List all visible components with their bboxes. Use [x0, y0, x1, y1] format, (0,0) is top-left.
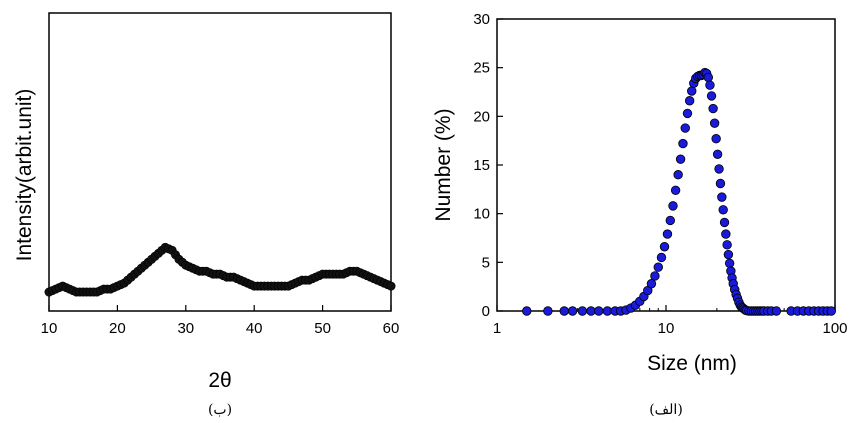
size-x-tick-label: 100 — [822, 320, 847, 337]
size-data-point — [559, 306, 569, 316]
size-y-tick-label: 25 — [473, 60, 490, 77]
size-data-point — [715, 178, 726, 189]
xrd-data-points — [44, 242, 396, 297]
xrd-x-tick-label: 60 — [383, 320, 400, 337]
size-data-point — [673, 170, 683, 180]
size-data-point — [675, 154, 686, 164]
size-data-point — [684, 96, 695, 106]
panel-a-caption: (الف) — [649, 402, 683, 418]
size-data-points — [522, 67, 836, 316]
size-data-point — [522, 306, 532, 316]
size-data-point — [567, 306, 578, 316]
size-data-point — [724, 258, 735, 269]
xrd-chart: 10 20 30 40 50 60 2θ Intensity(arbit.unit) (ب… — [13, 12, 400, 418]
xrd-x-ticks: 10 20 30 40 50 60 — [41, 305, 400, 337]
size-data-point — [577, 306, 588, 316]
size-data-point — [646, 279, 657, 289]
xrd-plot-frame — [48, 12, 392, 312]
size-data-point — [721, 229, 731, 239]
xrd-y-axis-title: Intensity(arbit.unit) — [13, 89, 36, 262]
size-data-point — [719, 217, 730, 228]
size-data-point — [718, 205, 728, 215]
size-data-point — [705, 80, 715, 90]
size-data-point — [543, 306, 553, 316]
size-data-point — [594, 306, 604, 316]
xrd-x-tick-label: 40 — [246, 320, 263, 337]
size-data-point — [602, 306, 613, 316]
size-data-point — [826, 306, 836, 316]
size-data-point — [653, 262, 663, 272]
size-data-point — [670, 185, 681, 196]
size-data-point — [714, 164, 724, 174]
size-data-point — [712, 149, 723, 159]
size-data-point — [665, 215, 675, 226]
size-data-point — [586, 306, 596, 316]
size-data-point — [656, 252, 667, 263]
size-y-tick-label: 30 — [473, 11, 490, 28]
size-data-point — [771, 306, 782, 316]
size-data-point — [682, 108, 693, 119]
size-data-point — [662, 229, 673, 239]
size-data-point — [668, 201, 678, 211]
size-data-point — [659, 242, 670, 252]
size-data-point — [708, 103, 718, 114]
xrd-x-tick-label: 20 — [109, 320, 126, 337]
size-y-tick-label: 5 — [482, 254, 490, 271]
panel-b-caption: (ب) — [208, 402, 232, 418]
size-data-point — [687, 86, 697, 96]
size-data-point — [678, 138, 688, 149]
xrd-x-tick-label: 30 — [177, 320, 194, 337]
size-data-point — [717, 192, 727, 202]
xrd-x-tick-label: 50 — [314, 320, 331, 337]
size-data-point — [703, 72, 714, 83]
size-data-point — [650, 271, 660, 281]
xrd-x-tick-label: 10 — [41, 320, 58, 337]
size-y-tick-label: 0 — [482, 303, 490, 320]
size-data-point — [722, 240, 732, 250]
size-y-tick-label: 20 — [473, 108, 490, 125]
xrd-x-axis-title: 2θ — [208, 369, 231, 392]
size-data-point — [711, 134, 721, 144]
size-y-ticks: 0 5 10 15 20 25 30 — [473, 11, 503, 320]
size-data-point — [680, 123, 690, 133]
size-y-tick-label: 15 — [473, 157, 490, 174]
size-x-tick-label: 1 — [493, 320, 501, 337]
size-distribution-chart: 1 10 100 0 5 10 15 20 25 30 Size (nm) Number (%)… — [432, 11, 848, 418]
size-y-tick-label: 10 — [473, 206, 490, 223]
size-plot-frame — [496, 18, 836, 312]
size-x-axis-title: Size (nm) — [647, 352, 737, 375]
size-data-point — [723, 249, 734, 260]
xrd-data-point — [386, 281, 396, 291]
size-x-tick-label: 10 — [658, 320, 675, 337]
size-y-axis-title: Number (%) — [432, 108, 455, 221]
size-data-point — [709, 118, 720, 128]
size-data-point — [706, 91, 717, 101]
